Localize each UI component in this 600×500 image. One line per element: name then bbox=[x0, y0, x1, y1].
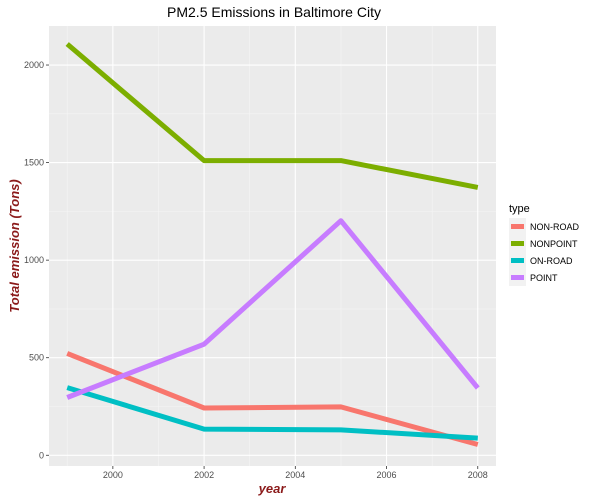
series-line-on-road bbox=[66, 385, 478, 441]
x-axis-title: year bbox=[258, 481, 287, 496]
y-tick-label: 0 bbox=[39, 450, 44, 460]
legend-title: type bbox=[509, 203, 530, 215]
grid-major bbox=[49, 26, 496, 466]
y-tick-label: 500 bbox=[29, 353, 44, 363]
legend-label: POINT bbox=[530, 273, 558, 283]
y-axis-ticks: 0 500 1000 1500 2000 bbox=[24, 60, 49, 460]
legend-label: NON-ROAD bbox=[530, 222, 579, 232]
legend-label: NONPOINT bbox=[530, 239, 578, 249]
x-tick-label: 2008 bbox=[468, 470, 488, 480]
series-line-nonpoint bbox=[65, 42, 479, 190]
legend-items: NON-ROAD NONPOINT ON-ROAD POINT bbox=[509, 218, 579, 286]
x-tick-label: 2006 bbox=[377, 470, 397, 480]
y-tick-label: 1500 bbox=[24, 158, 44, 168]
plot-panel bbox=[49, 26, 496, 466]
series-line-point bbox=[66, 218, 480, 400]
series-lines bbox=[65, 42, 480, 447]
y-tick-label: 1000 bbox=[24, 255, 44, 265]
chart-title: PM2.5 Emissions in Baltimore City bbox=[167, 4, 381, 20]
x-tick-label: 2000 bbox=[103, 470, 123, 480]
x-axis-ticks: 2000 2002 2004 2006 2008 bbox=[103, 466, 488, 480]
x-tick-label: 2004 bbox=[285, 470, 305, 480]
legend-label: ON-ROAD bbox=[530, 256, 573, 266]
series-line-non-road bbox=[66, 351, 479, 447]
y-tick-label: 2000 bbox=[24, 60, 44, 70]
legend: type NON-ROAD NONPOINT ON-ROAD POINT bbox=[509, 203, 579, 286]
x-tick-label: 2002 bbox=[194, 470, 214, 480]
y-axis-title: Total emission (Tons) bbox=[7, 179, 22, 312]
